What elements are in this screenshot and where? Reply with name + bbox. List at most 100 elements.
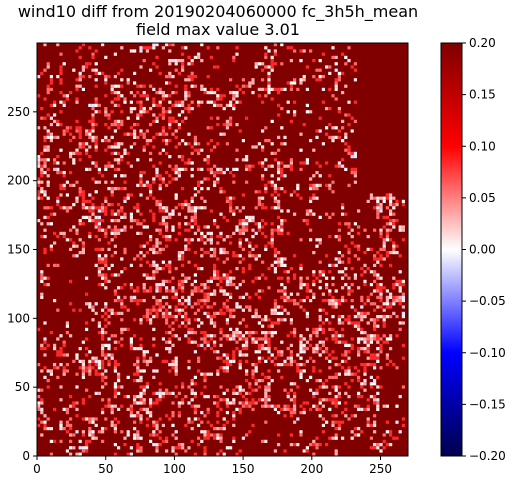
heatmap-cell xyxy=(270,55,274,59)
heatmap-cell xyxy=(94,247,98,251)
heatmap-cell xyxy=(347,222,351,226)
heatmap-cell xyxy=(232,417,236,421)
heatmap-cell xyxy=(171,209,175,213)
heatmap-cell xyxy=(171,91,175,95)
heatmap-cell xyxy=(302,283,306,287)
heatmap-cell xyxy=(145,423,149,427)
heatmap-cell xyxy=(181,446,185,450)
heatmap-cell xyxy=(43,135,47,139)
heatmap-cell xyxy=(49,247,53,251)
heatmap-cell xyxy=(168,212,172,216)
heatmap-cell xyxy=(350,241,354,245)
heatmap-cell xyxy=(389,203,393,207)
heatmap-cell xyxy=(81,222,85,226)
heatmap-cell xyxy=(184,161,188,165)
heatmap-cell xyxy=(283,286,287,290)
heatmap-cell xyxy=(267,324,271,328)
heatmap-cell xyxy=(296,366,300,370)
heatmap-cell xyxy=(123,327,127,331)
heatmap-cell xyxy=(229,209,233,213)
heatmap-cell xyxy=(69,247,73,251)
heatmap-cell xyxy=(97,283,101,287)
heatmap-cell xyxy=(379,228,383,232)
heatmap-cell xyxy=(88,167,92,171)
heatmap-cell xyxy=(101,257,105,261)
heatmap-cell xyxy=(187,62,191,66)
heatmap-cell xyxy=(59,171,63,175)
heatmap-cell xyxy=(369,193,373,197)
heatmap-cell xyxy=(392,247,396,251)
heatmap-cell xyxy=(37,193,41,197)
heatmap-cell xyxy=(117,203,121,207)
heatmap-cell xyxy=(72,183,76,187)
heatmap-cell xyxy=(113,158,117,162)
heatmap-cell xyxy=(133,372,137,376)
heatmap-cell xyxy=(315,78,319,82)
heatmap-cell xyxy=(165,228,169,232)
heatmap-cell xyxy=(78,187,82,191)
heatmap-cell xyxy=(235,334,239,338)
heatmap-cell xyxy=(261,231,265,235)
heatmap-cell xyxy=(133,129,137,133)
heatmap-cell xyxy=(341,126,345,130)
heatmap-cell xyxy=(277,135,281,139)
heatmap-cell xyxy=(267,164,271,168)
heatmap-cell xyxy=(181,283,185,287)
heatmap-cell xyxy=(81,417,85,421)
heatmap-cell xyxy=(110,135,114,139)
heatmap-cell xyxy=(161,439,165,443)
heatmap-cell xyxy=(261,398,265,402)
heatmap-cell xyxy=(353,78,357,82)
heatmap-cell xyxy=(101,439,105,443)
heatmap-cell xyxy=(321,52,325,56)
heatmap-cell xyxy=(376,257,380,261)
heatmap-cell xyxy=(75,414,79,418)
heatmap-cell xyxy=(62,183,66,187)
heatmap-cell xyxy=(190,206,194,210)
heatmap-cell xyxy=(389,443,393,447)
heatmap-cell xyxy=(401,311,405,315)
heatmap-cell xyxy=(280,107,284,111)
heatmap-cell xyxy=(309,299,313,303)
heatmap-cell xyxy=(213,395,217,399)
heatmap-cell xyxy=(312,174,316,178)
heatmap-cell xyxy=(113,430,117,434)
heatmap-cell xyxy=(337,251,341,255)
heatmap-cell xyxy=(392,222,396,226)
y-tick-label: 150 xyxy=(7,243,30,257)
heatmap-cell xyxy=(379,283,383,287)
heatmap-cell xyxy=(155,116,159,120)
heatmap-cell xyxy=(203,334,207,338)
heatmap-cell xyxy=(305,161,309,165)
heatmap-cell xyxy=(389,228,393,232)
heatmap-cell xyxy=(373,446,377,450)
heatmap-cell xyxy=(289,407,293,411)
heatmap-cell xyxy=(104,273,108,277)
heatmap-cell xyxy=(401,315,405,319)
heatmap-cell xyxy=(277,177,281,181)
heatmap-cell xyxy=(155,299,159,303)
heatmap-cell xyxy=(136,219,140,223)
heatmap-cell xyxy=(401,238,405,242)
heatmap-cell xyxy=(187,91,191,95)
heatmap-cell xyxy=(315,350,319,354)
heatmap-cell xyxy=(369,302,373,306)
heatmap-cell xyxy=(273,52,277,56)
heatmap-cell xyxy=(120,215,124,219)
heatmap-cell xyxy=(177,257,181,261)
heatmap-cell xyxy=(350,267,354,271)
heatmap-cell xyxy=(43,126,47,130)
heatmap-cell xyxy=(152,135,156,139)
heatmap-cell xyxy=(200,267,204,271)
heatmap-cell xyxy=(101,209,105,213)
heatmap-cell xyxy=(43,116,47,120)
heatmap-cell xyxy=(241,343,245,347)
heatmap-cell xyxy=(110,308,114,312)
heatmap-cell xyxy=(161,209,165,213)
heatmap-cell xyxy=(216,180,220,184)
heatmap-cell xyxy=(245,391,249,395)
heatmap-cell xyxy=(248,164,252,168)
heatmap-cell xyxy=(273,247,277,251)
heatmap-cell xyxy=(209,209,213,213)
heatmap-cell xyxy=(190,225,194,229)
